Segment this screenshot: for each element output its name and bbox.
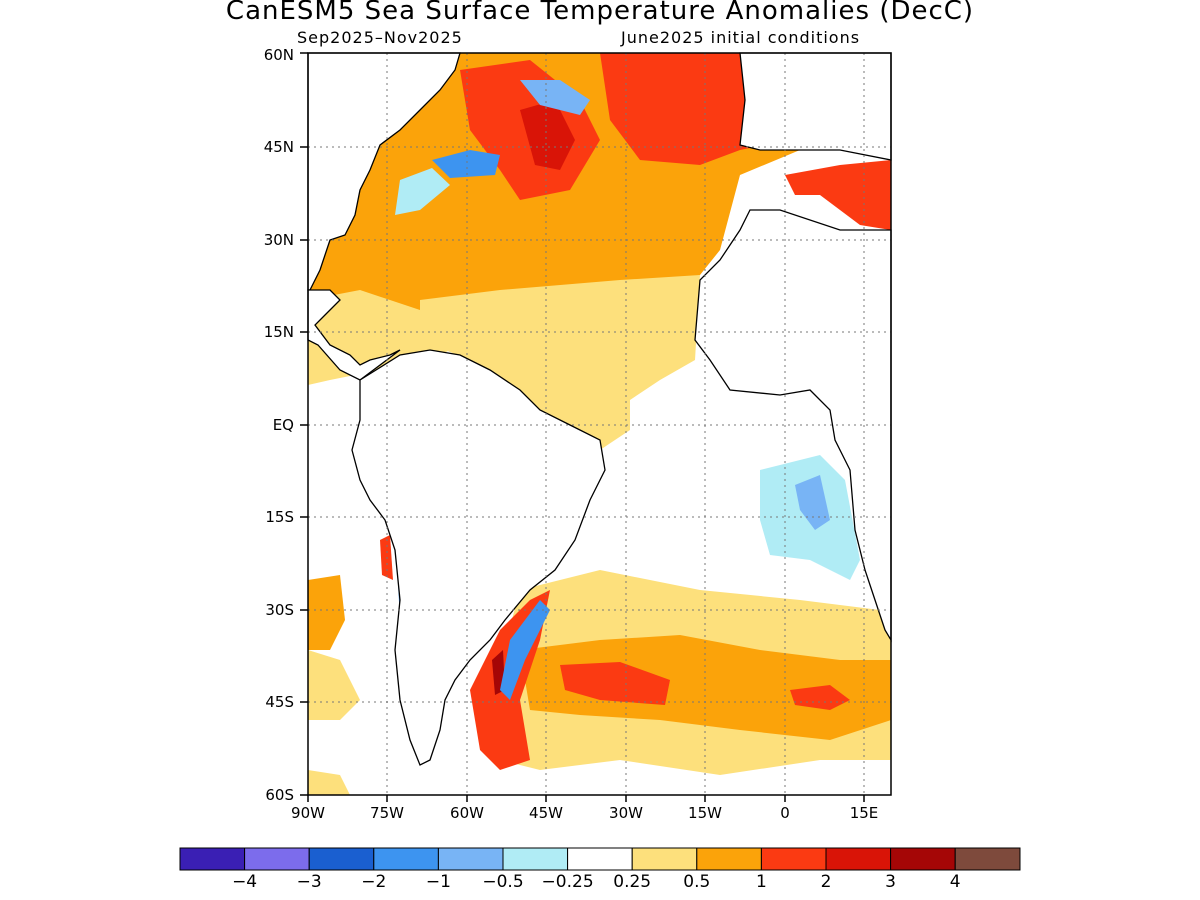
lon-label-0: 0 <box>780 804 790 822</box>
lon-label-75w: 75W <box>370 804 404 822</box>
colorbar-swatch <box>631 847 698 871</box>
s-midlat-red-core-2 <box>790 685 850 710</box>
tropical-n-atlantic-warm <box>420 275 700 450</box>
colorbar-label: −0.5 <box>482 872 524 892</box>
colorbar <box>179 847 1021 871</box>
colorbar-swatch <box>825 847 892 871</box>
benguela-cool <box>795 475 830 530</box>
lat-label-60n: 60N <box>263 46 294 64</box>
europe-land <box>739 52 892 161</box>
colorbar-swatch <box>567 847 633 871</box>
colorbar-label: 0.5 <box>683 872 711 892</box>
colorbar-label: 2 <box>820 872 832 892</box>
labrador-cold-patch <box>520 80 590 115</box>
lat-label-eq: EQ <box>272 416 294 434</box>
mediterranean-warm <box>785 160 891 230</box>
malvinas-cold <box>500 600 550 700</box>
map-title: CanESM5 Sea Surface Temperature Anomalie… <box>225 0 975 26</box>
colorbar-label: −2 <box>361 872 387 892</box>
colorbar-swatch <box>760 847 827 871</box>
antarctic-warm <box>308 770 350 795</box>
colorbar-label: 3 <box>885 872 897 892</box>
colorbar-label: 1 <box>755 872 767 892</box>
lat-label-30s: 30S <box>265 601 294 619</box>
se-pacific-warm <box>308 575 345 650</box>
lat-label-30n: 30N <box>263 231 294 249</box>
colorbar-swatch <box>890 847 956 871</box>
colorbar-swatch <box>502 847 569 871</box>
gulf-stream-core <box>520 100 575 170</box>
colorbar-label: −1 <box>425 872 451 892</box>
lon-label-15w: 15W <box>688 804 722 822</box>
coastlines <box>307 52 892 766</box>
south-america-land <box>351 349 606 766</box>
colorbar-label: −0.25 <box>541 872 594 892</box>
lat-label-45n: 45N <box>263 138 294 156</box>
central-america-land <box>307 289 401 381</box>
colorbar-label: 0.25 <box>613 872 652 892</box>
map-frame <box>307 52 892 796</box>
cold-fringe <box>395 168 450 215</box>
lat-label-15s: 15S <box>265 508 294 526</box>
s-midlat-red-core-1 <box>560 662 670 705</box>
north-america-land <box>307 52 461 291</box>
colorbar-swatch <box>954 847 1021 871</box>
lat-label-45s: 45S <box>265 693 294 711</box>
lon-label-15e: 15E <box>849 804 879 822</box>
africa-land <box>694 209 892 643</box>
initial-conditions: June2025 initial conditions <box>621 28 861 47</box>
colorbar-swatch <box>696 847 762 871</box>
colorbar-swatch <box>179 847 246 871</box>
map-ticks <box>300 52 865 802</box>
colorbar-swatch <box>244 847 310 871</box>
colorbar-label: −3 <box>296 872 322 892</box>
colorbar-swatch <box>373 847 439 871</box>
colorbar-swatch <box>308 847 375 871</box>
lat-label-15n: 15N <box>263 323 294 341</box>
colorbar-label: 4 <box>949 872 961 892</box>
colorbar-swatch <box>437 847 504 871</box>
lon-label-45w: 45W <box>529 804 563 822</box>
lat-label-60s: 60S <box>265 786 294 804</box>
forecast-period: Sep2025–Nov2025 <box>297 28 463 47</box>
lon-label-90w: 90W <box>291 804 325 822</box>
scotian-cold-patch <box>432 150 500 178</box>
colorbar-label: −4 <box>232 872 258 892</box>
lon-label-30w: 30W <box>609 804 643 822</box>
map-gridlines <box>308 53 891 795</box>
s-midlat-orange-band <box>520 635 891 740</box>
lon-label-60w: 60W <box>450 804 484 822</box>
